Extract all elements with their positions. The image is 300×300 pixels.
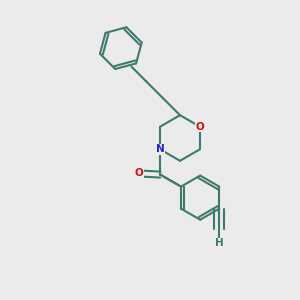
- Text: O: O: [134, 168, 143, 178]
- Text: O: O: [195, 122, 204, 132]
- Text: N: N: [156, 144, 165, 154]
- Text: H: H: [215, 238, 224, 248]
